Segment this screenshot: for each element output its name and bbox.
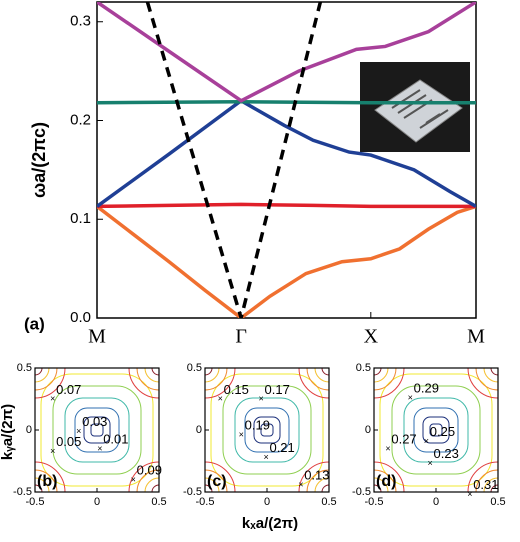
x-tick-label: 0 bbox=[94, 496, 100, 508]
y-tick-label: 0 bbox=[26, 424, 32, 436]
contour-marker: × bbox=[385, 443, 390, 453]
band-line bbox=[97, 204, 476, 318]
x-tick-label: -0.5 bbox=[365, 496, 384, 508]
band-line bbox=[97, 98, 476, 208]
contour-label: 0.17 bbox=[265, 382, 290, 397]
x-tick-label: -0.5 bbox=[196, 496, 215, 508]
contour-marker: × bbox=[263, 452, 268, 462]
plot-frame bbox=[96, 1, 477, 319]
contour-marker: × bbox=[259, 394, 264, 404]
x-tick-label: -0.5 bbox=[26, 496, 45, 508]
x-tick-label: M bbox=[467, 326, 485, 348]
contour-marker: × bbox=[50, 394, 55, 404]
contour-label: 0.03 bbox=[82, 414, 107, 429]
y-tick-label: 0.5 bbox=[187, 362, 202, 374]
contour-line bbox=[403, 397, 469, 463]
contour-line bbox=[422, 416, 450, 444]
band-line bbox=[97, 202, 476, 209]
contour-marker: × bbox=[97, 443, 102, 453]
contour-label: 0.15 bbox=[224, 382, 249, 397]
contour-label: 0.01 bbox=[103, 431, 128, 446]
contour-line bbox=[413, 407, 459, 453]
contour-label: 0.21 bbox=[269, 440, 294, 455]
contour-label: 0.25 bbox=[430, 424, 455, 439]
contour-label: 0.29 bbox=[414, 381, 439, 396]
y-tick-label: 0.3 bbox=[70, 13, 91, 30]
y-axis-label: ωa/(2πc) bbox=[29, 122, 49, 198]
band-line bbox=[97, 99, 476, 105]
band-line bbox=[145, 2, 323, 318]
contour-line bbox=[260, 423, 274, 437]
contour-marker: × bbox=[218, 394, 223, 404]
panel-label: (d) bbox=[376, 473, 396, 490]
contour-marker: × bbox=[50, 446, 55, 456]
contours bbox=[374, 368, 498, 492]
contour-line bbox=[40, 373, 154, 487]
y-tick-label: 0 bbox=[365, 424, 371, 436]
contour-label: 0.09 bbox=[137, 462, 162, 477]
y-axis-label: kᵧa/(2π) bbox=[0, 404, 16, 460]
x-tick-label: 0.5 bbox=[490, 496, 505, 508]
contour-label: 0.27 bbox=[391, 431, 416, 446]
contour-label: 0.07 bbox=[56, 382, 81, 397]
x-tick-label: Γ bbox=[235, 326, 247, 348]
contour-marker: × bbox=[428, 458, 433, 468]
y-tick-label: 0.1 bbox=[70, 210, 91, 227]
contour-label: 0.31 bbox=[473, 477, 498, 492]
series-group bbox=[97, 2, 476, 318]
contour-line bbox=[64, 397, 130, 463]
x-tick-label: 0.5 bbox=[151, 496, 166, 508]
contour-marker: × bbox=[131, 474, 136, 484]
contour-line bbox=[234, 397, 300, 463]
contour-line bbox=[210, 373, 324, 487]
x-tick-label: 0.5 bbox=[321, 496, 336, 508]
x-axis-label: kₓa/(2π) bbox=[242, 515, 298, 532]
y-tick-label: 0 bbox=[196, 424, 202, 436]
contour-line bbox=[90, 423, 104, 437]
x-tick-label: 0 bbox=[433, 496, 439, 508]
x-tick-label: M bbox=[88, 326, 106, 348]
contour-line bbox=[83, 416, 111, 444]
panel-label: (a) bbox=[24, 314, 45, 333]
contour-marker: × bbox=[424, 436, 429, 446]
contour-marker: × bbox=[239, 430, 244, 440]
contour-line bbox=[52, 385, 142, 475]
contour-line bbox=[253, 416, 281, 444]
contour-marker: × bbox=[76, 426, 81, 436]
contour-line bbox=[74, 407, 120, 453]
y-tick-label: -0.5 bbox=[352, 486, 371, 498]
y-tick-label: 0.5 bbox=[356, 362, 371, 374]
x-tick-label: X bbox=[364, 326, 379, 348]
contour-label: 0.05 bbox=[56, 434, 81, 449]
panel-label: (b) bbox=[37, 473, 57, 490]
contour-line bbox=[222, 385, 312, 475]
y-tick-label: 0.2 bbox=[70, 111, 91, 128]
contour-line bbox=[429, 423, 443, 437]
inset-photo bbox=[360, 62, 470, 152]
y-tick-label: 0.5 bbox=[17, 362, 32, 374]
contour-marker: × bbox=[467, 489, 472, 499]
band-line bbox=[97, 2, 476, 103]
contours bbox=[205, 368, 329, 492]
x-tick-label: 0 bbox=[264, 496, 270, 508]
panel-label: (c) bbox=[207, 473, 227, 490]
contour-line bbox=[391, 385, 481, 475]
y-tick-label: 0.0 bbox=[70, 309, 91, 326]
contour-label: 0.23 bbox=[434, 446, 459, 461]
y-tick-label: -0.5 bbox=[183, 486, 202, 498]
y-tick-label: -0.5 bbox=[13, 486, 32, 498]
contour-marker: × bbox=[408, 392, 413, 402]
contours bbox=[35, 368, 159, 492]
contour-label: 0.13 bbox=[304, 467, 329, 482]
contour-line bbox=[244, 407, 290, 453]
contour-marker: × bbox=[298, 479, 303, 489]
contour-line bbox=[379, 373, 493, 487]
contour-label: 0.19 bbox=[245, 418, 270, 433]
